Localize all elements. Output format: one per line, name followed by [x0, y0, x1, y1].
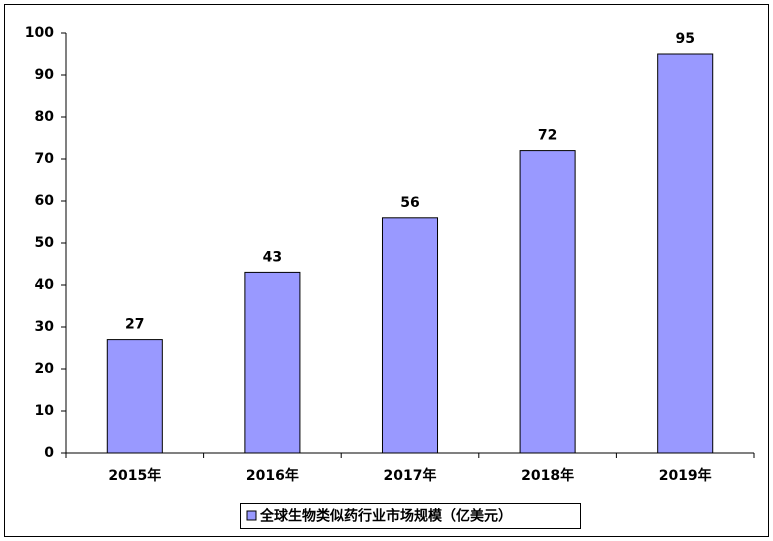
data-label: 95: [675, 31, 694, 47]
legend-box: [240, 503, 581, 529]
bar: [657, 53, 714, 454]
bar: [106, 339, 163, 454]
y-tick-label: 100: [25, 25, 54, 41]
data-label: 72: [538, 128, 557, 144]
bar: [244, 271, 301, 454]
y-tick-label: 70: [35, 151, 55, 167]
y-tick-label: 20: [35, 361, 55, 377]
data-label: 56: [400, 195, 419, 211]
data-label: 27: [125, 317, 144, 333]
legend-swatch: [246, 510, 257, 521]
x-tick-label: 2016年: [246, 467, 299, 484]
y-tick-label: 50: [35, 235, 55, 251]
y-tick-label: 80: [35, 109, 55, 125]
x-tick-label: 2019年: [659, 467, 712, 484]
bar: [381, 217, 439, 454]
y-tick-label: 0: [44, 445, 54, 461]
y-tick-label: 90: [35, 67, 55, 83]
x-tick-label: 2017年: [384, 467, 437, 484]
x-tick-label: 2018年: [521, 467, 574, 484]
y-tick-label: 30: [35, 319, 55, 335]
bar: [519, 150, 576, 454]
y-tick-label: 10: [35, 403, 55, 419]
legend-label: 全球生物类似药行业市场规模（亿美元）: [259, 508, 512, 525]
y-tick-label: 40: [35, 277, 55, 293]
data-label: 43: [263, 249, 282, 265]
y-tick-label: 60: [35, 193, 55, 209]
x-tick-label: 2015年: [108, 467, 161, 484]
